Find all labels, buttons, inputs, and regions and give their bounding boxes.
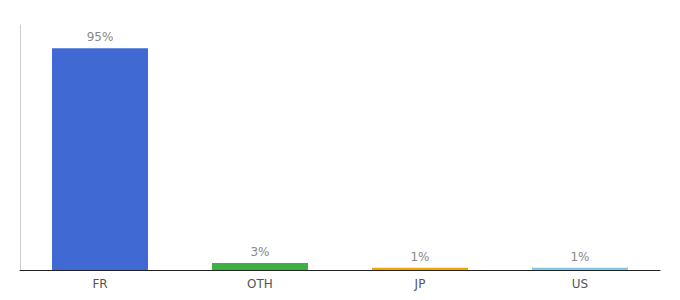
svg-text:3%: 3%	[250, 245, 269, 259]
svg-text:1%: 1%	[570, 250, 589, 264]
svg-text:US: US	[572, 277, 588, 291]
svg-text:1%: 1%	[410, 250, 429, 264]
svg-text:FR: FR	[92, 277, 107, 291]
svg-text:95%: 95%	[87, 30, 114, 44]
svg-text:OTH: OTH	[247, 277, 273, 291]
svg-text:JP: JP	[414, 277, 426, 291]
